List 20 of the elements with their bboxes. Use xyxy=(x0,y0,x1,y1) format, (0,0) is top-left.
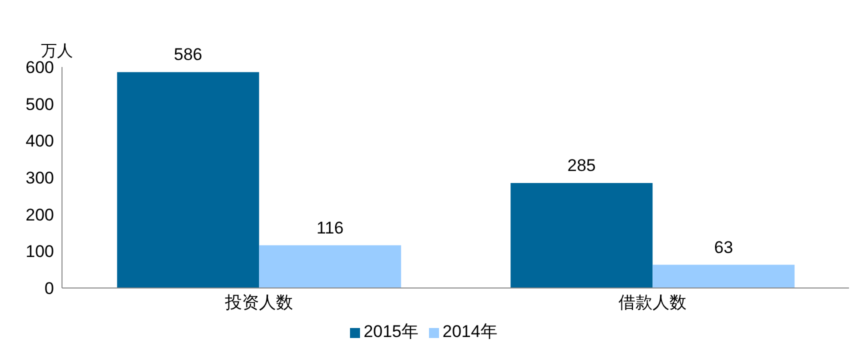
y-tick-label: 500 xyxy=(26,94,54,114)
y-tick-label: 400 xyxy=(26,132,54,151)
bar xyxy=(652,264,795,288)
legend-label: 2015年 xyxy=(364,322,418,341)
bar xyxy=(259,245,402,288)
bar xyxy=(117,72,260,288)
x-tick-label: 投资人数 xyxy=(224,293,293,312)
y-tick-label: 0 xyxy=(44,279,54,298)
data-label: 285 xyxy=(567,156,596,176)
y-tick-label: 600 xyxy=(26,58,54,78)
y-tick-label: 300 xyxy=(26,168,54,188)
bar xyxy=(510,183,653,288)
x-tick-label: 借款人数 xyxy=(618,293,686,312)
y-tick-label: 100 xyxy=(26,242,54,262)
data-label: 116 xyxy=(316,218,344,238)
legend-label: 2014年 xyxy=(442,322,498,341)
data-label: 63 xyxy=(714,238,734,257)
data-label: 586 xyxy=(174,45,202,64)
y-tick-label: 200 xyxy=(26,205,54,224)
y-axis-title: 万人 xyxy=(41,42,73,61)
